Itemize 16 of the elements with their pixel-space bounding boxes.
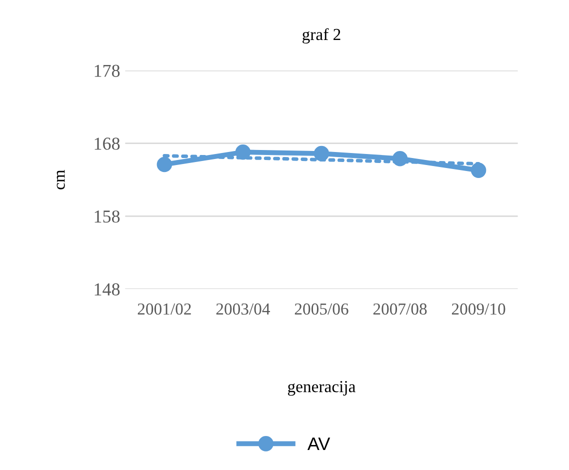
- legend-label: AV: [307, 438, 330, 450]
- x-tick-label: 2007/08: [373, 303, 427, 315]
- x-tick-label: 2005/06: [294, 303, 348, 315]
- y-tick-label: 158: [94, 210, 120, 223]
- point: [314, 146, 330, 162]
- x-tick-label: 2001/02: [138, 303, 191, 315]
- y-tick-label: 148: [94, 283, 120, 296]
- y-tick-label: 168: [94, 138, 120, 150]
- x-axis-title: generacija: [288, 381, 356, 396]
- chart-title: graf 2: [302, 28, 340, 44]
- y-axis-title: cm: [56, 170, 65, 190]
- x-tick-label: 2003/04: [216, 303, 270, 315]
- point: [470, 162, 486, 178]
- y-tick-label: 178: [94, 64, 120, 77]
- x-tick-label: 2009/10: [452, 303, 506, 315]
- point: [156, 156, 172, 172]
